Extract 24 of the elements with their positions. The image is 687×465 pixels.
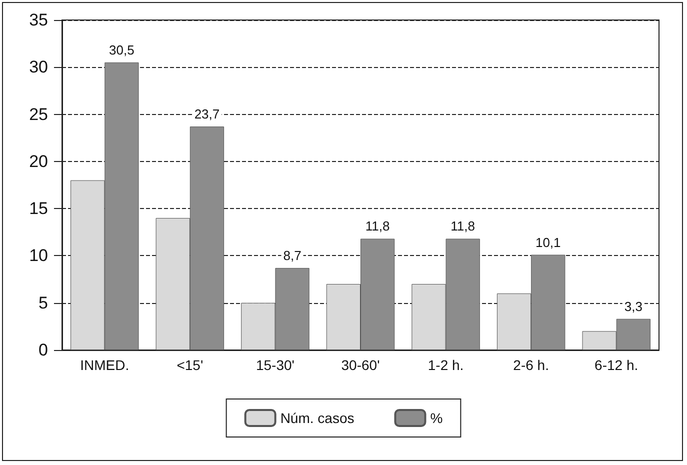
data-label: 30,5 bbox=[109, 42, 134, 58]
x-tick-label: 2-6 h. bbox=[513, 357, 549, 373]
data-label: 10,1 bbox=[535, 234, 561, 250]
x-tick-label: 1-2 h. bbox=[428, 357, 464, 373]
x-tick-label: 15-30' bbox=[256, 357, 294, 373]
data-label: 11,8 bbox=[365, 218, 390, 234]
x-tick-label: 30-60' bbox=[341, 357, 380, 373]
y-tick-label: 30 bbox=[29, 58, 48, 77]
y-tick-label: 5 bbox=[38, 293, 48, 312]
x-tick-label: 6-12 h. bbox=[594, 357, 638, 373]
x-tick-label: <15' bbox=[176, 357, 204, 373]
legend-label: % bbox=[430, 410, 443, 426]
data-label: 3,3 bbox=[624, 298, 642, 314]
y-tick-label: 15 bbox=[29, 199, 48, 218]
data-label: 23,7 bbox=[194, 106, 220, 122]
legend-label: Núm. casos bbox=[280, 410, 354, 426]
y-tick-label: 0 bbox=[38, 340, 48, 360]
data-label: 11,8 bbox=[450, 218, 476, 234]
y-tick-label: 10 bbox=[29, 246, 48, 266]
data-label: 8,7 bbox=[283, 248, 302, 263]
y-tick-label: 25 bbox=[29, 104, 48, 124]
y-tick-label: 20 bbox=[29, 152, 48, 171]
y-tick-label: 35 bbox=[29, 10, 48, 30]
x-tick-label: INMED. bbox=[80, 357, 130, 373]
